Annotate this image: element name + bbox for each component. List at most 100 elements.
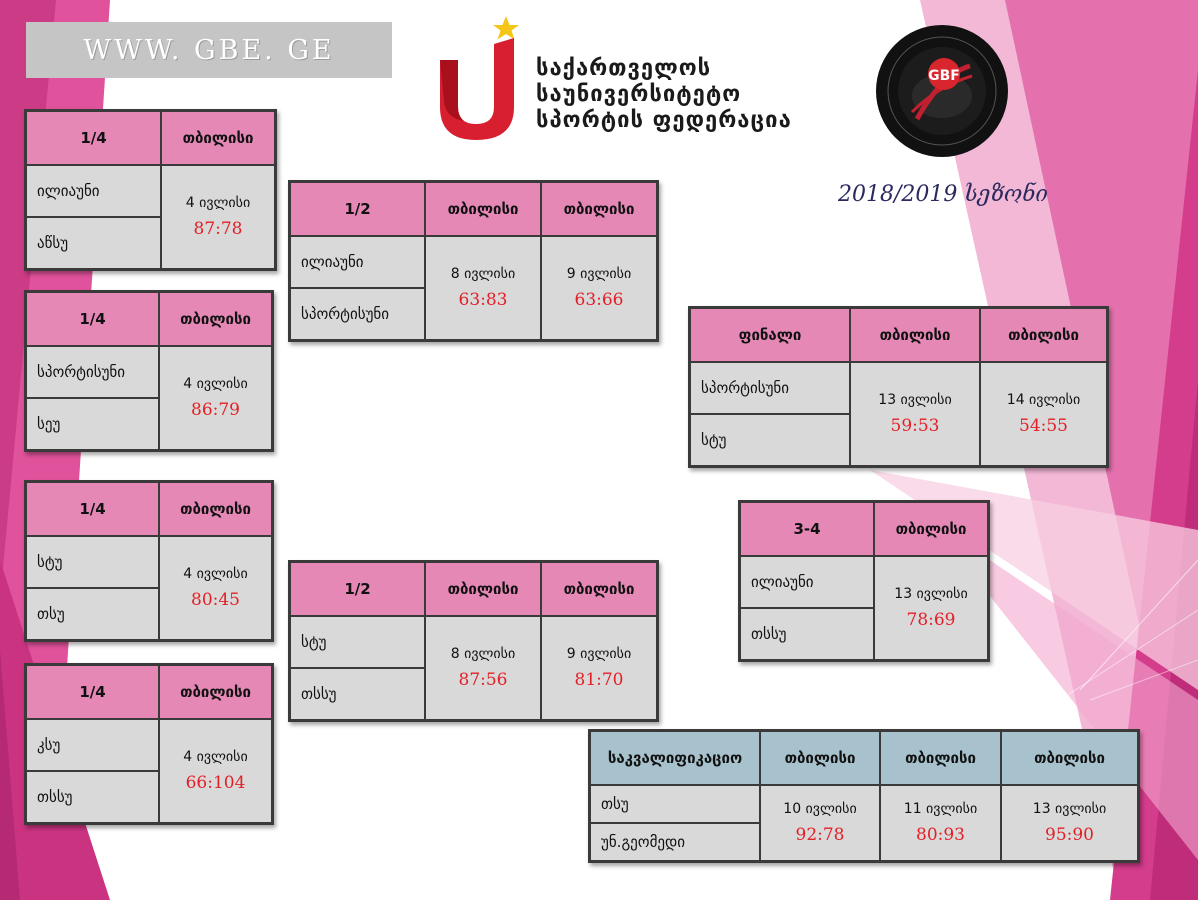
game-date: 13 ივლისი bbox=[878, 392, 952, 408]
federation-u-logo-icon bbox=[440, 16, 519, 140]
bracket-stage: ფინალი bbox=[690, 308, 850, 362]
game-score: 66:104 bbox=[185, 773, 246, 793]
bracket-city: თბილისი bbox=[880, 731, 1001, 785]
game-score: 80:93 bbox=[916, 825, 965, 845]
team-name: თსსუ bbox=[26, 771, 159, 823]
game-score: 81:70 bbox=[574, 670, 624, 690]
bracket-stage: 1/4 bbox=[26, 482, 159, 536]
bracket-city: თბილისი bbox=[760, 731, 880, 785]
bracket-stage: 1/4 bbox=[26, 665, 159, 719]
bracket-semifinal-1: 1/2 თბილისი თბილისი ილიაუნი 8 ივლისი 63:… bbox=[288, 180, 659, 342]
game-result: 8 ივლისი 63:83 bbox=[425, 236, 541, 340]
game-result: 4 ივლისი 86:79 bbox=[159, 346, 272, 450]
team-name: თსუ bbox=[26, 588, 159, 640]
federation-name-line: სპორტის ფედერაცია bbox=[536, 108, 792, 133]
game-result: 10 ივლისი 92:78 bbox=[760, 785, 880, 861]
game-result: 8 ივლისი 87:56 bbox=[425, 616, 541, 720]
team-name: სტუ bbox=[26, 536, 159, 588]
bracket-city: თბილისი bbox=[850, 308, 980, 362]
game-date: 10 ივლისი bbox=[783, 801, 857, 817]
game-score: 54:55 bbox=[1019, 416, 1068, 436]
game-score: 59:53 bbox=[890, 416, 940, 436]
game-date: 4 ივლისი bbox=[183, 376, 248, 392]
team-name: ილიაუნი bbox=[740, 556, 874, 608]
bracket-city: თბილისი bbox=[541, 562, 657, 616]
game-score: 63:66 bbox=[574, 290, 624, 310]
game-score: 87:56 bbox=[458, 670, 508, 690]
team-name: თსუ bbox=[590, 785, 760, 823]
game-date: 4 ივლისი bbox=[185, 195, 251, 211]
bracket-city: თბილისი bbox=[161, 111, 275, 165]
federation-name-line: საუნივერსიტეტო bbox=[536, 82, 742, 107]
site-url-banner: WWW. GBE. GE bbox=[26, 22, 392, 78]
bracket-stage: 1/4 bbox=[26, 111, 161, 165]
game-date: 4 ივლისი bbox=[183, 566, 248, 582]
bracket-qualification: საკვალიფიკაციო თბილისი თბილისი თბილისი თ… bbox=[588, 729, 1140, 863]
bracket-stage: 3-4 bbox=[740, 502, 874, 556]
bracket-final: ფინალი თბილისი თბილისი სპორტისუნი 13 ივლ… bbox=[688, 306, 1109, 468]
bracket-city: თბილისი bbox=[874, 502, 988, 556]
federation-name-line: საქართველოს bbox=[536, 56, 712, 81]
game-result: 4 ივლისი 80:45 bbox=[159, 536, 272, 640]
team-name: სპორტისუნი bbox=[690, 362, 850, 414]
game-date: 8 ივლისი bbox=[450, 646, 516, 662]
game-result: 9 ივლისი 63:66 bbox=[541, 236, 657, 340]
team-name: თსსუ bbox=[290, 668, 425, 720]
game-result: 13 ივლისი 95:90 bbox=[1001, 785, 1138, 861]
game-result: 13 ივლისი 78:69 bbox=[874, 556, 988, 660]
game-score: 92:78 bbox=[795, 825, 845, 845]
team-name: ილიაუნი bbox=[26, 165, 161, 217]
game-result: 13 ივლისი 59:53 bbox=[850, 362, 980, 466]
bracket-quarterfinal-3: 1/4 თბილისი სტუ 4 ივლისი 80:45 თსუ bbox=[24, 480, 274, 642]
team-name: კსუ bbox=[26, 719, 159, 771]
bracket-stage: საკვალიფიკაციო bbox=[590, 731, 760, 785]
bracket-stage: 1/4 bbox=[26, 292, 159, 346]
game-date: 11 ივლისი bbox=[903, 801, 978, 817]
game-result: 9 ივლისი 81:70 bbox=[541, 616, 657, 720]
bracket-city: თბილისი bbox=[425, 182, 541, 236]
game-date: 9 ივლისი bbox=[566, 646, 632, 662]
bracket-city: თბილისი bbox=[159, 292, 272, 346]
season-label: 2018/2019 სეზონი bbox=[838, 182, 1048, 207]
team-name: სპორტისუნი bbox=[26, 346, 159, 398]
game-score: 63:83 bbox=[458, 290, 508, 310]
bracket-third-place: 3-4 თბილისი ილიაუნი 13 ივლისი 78:69 თსსუ bbox=[738, 500, 990, 662]
game-result: 11 ივლისი 80:93 bbox=[880, 785, 1001, 861]
bracket-quarterfinal-2: 1/4 თბილისი სპორტისუნი 4 ივლისი 86:79 სე… bbox=[24, 290, 274, 452]
game-score: 80:45 bbox=[191, 590, 240, 610]
game-date: 13 ივლისი bbox=[894, 586, 968, 602]
bracket-city: თბილისი bbox=[541, 182, 657, 236]
team-name: სპორტისუნი bbox=[290, 288, 425, 340]
game-date: 14 ივლისი bbox=[1006, 392, 1081, 408]
gbf-badge-text: GBF bbox=[928, 68, 960, 84]
game-score: 86:79 bbox=[191, 400, 240, 420]
team-name: უნ.გეომედი bbox=[590, 823, 760, 861]
game-date: 4 ივლისი bbox=[183, 749, 248, 765]
game-score: 78:69 bbox=[906, 610, 956, 630]
team-name: თსსუ bbox=[740, 608, 874, 660]
team-name: აწსუ bbox=[26, 217, 161, 269]
bracket-city: თბილისი bbox=[1001, 731, 1138, 785]
bracket-city: თბილისი bbox=[159, 482, 272, 536]
team-name: სტუ bbox=[690, 414, 850, 466]
game-result: 4 ივლისი 87:78 bbox=[161, 165, 275, 269]
game-result: 14 ივლისი 54:55 bbox=[980, 362, 1107, 466]
team-name: სეუ bbox=[26, 398, 159, 450]
bracket-stage: 1/2 bbox=[290, 182, 425, 236]
team-name: სტუ bbox=[290, 616, 425, 668]
team-name: ილიაუნი bbox=[290, 236, 425, 288]
game-result: 4 ივლისი 66:104 bbox=[159, 719, 272, 823]
game-score: 95:90 bbox=[1045, 825, 1094, 845]
bracket-city: თბილისი bbox=[980, 308, 1107, 362]
game-date: 13 ივლისი bbox=[1032, 801, 1107, 817]
bracket-city: თბილისი bbox=[159, 665, 272, 719]
bracket-quarterfinal-4: 1/4 თბილისი კსუ 4 ივლისი 66:104 თსსუ bbox=[24, 663, 274, 825]
bracket-city: თბილისი bbox=[425, 562, 541, 616]
game-date: 9 ივლისი bbox=[566, 266, 632, 282]
game-date: 8 ივლისი bbox=[450, 266, 516, 282]
bracket-quarterfinal-1: 1/4 თბილისი ილიაუნი 4 ივლისი 87:78 აწსუ bbox=[24, 109, 277, 271]
game-score: 87:78 bbox=[193, 219, 243, 239]
bracket-stage: 1/2 bbox=[290, 562, 425, 616]
gbf-badge-logo-icon: GBF bbox=[876, 25, 1008, 157]
bracket-semifinal-2: 1/2 თბილისი თბილისი სტუ 8 ივლისი 87:56 9… bbox=[288, 560, 659, 722]
